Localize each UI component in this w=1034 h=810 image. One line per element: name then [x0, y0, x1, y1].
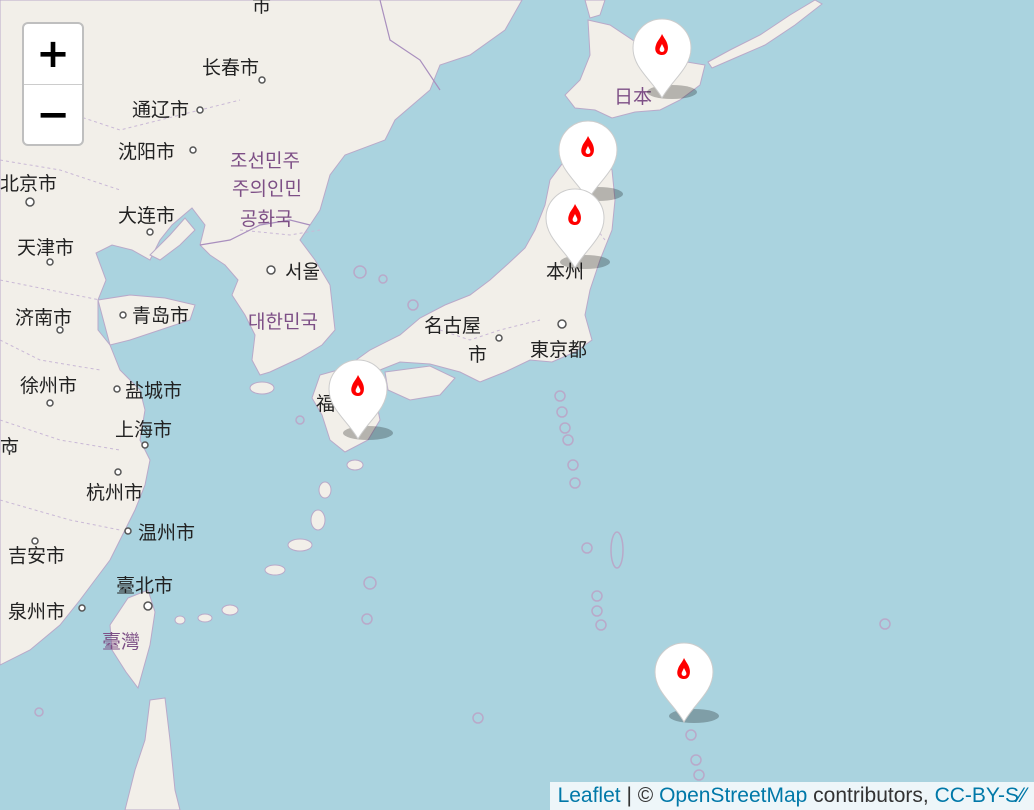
place-label: 济南市 [15, 307, 72, 329]
fire-icon [568, 204, 581, 225]
fire-icon-core [659, 44, 665, 52]
fire-icon-core [572, 214, 578, 222]
place-label: 杭州市 [86, 482, 143, 504]
place-label: 東京都 [530, 339, 587, 361]
place-label: 温州市 [138, 522, 195, 544]
country-label: 臺灣 [102, 631, 140, 653]
zoom-in-button[interactable]: + [36, 31, 70, 77]
osm-link[interactable]: OpenStreetMap [659, 784, 808, 807]
marker-pin [545, 188, 605, 270]
place-label: 沈阳市 [118, 141, 175, 163]
liaodong-peninsula [149, 217, 196, 261]
place-label: 大连市 [118, 205, 175, 227]
shikoku [384, 365, 456, 401]
place-labels: 市 长春市 通辽市 沈阳市 北京市 大连市 天津市 济南市 青岛市 徐州市 盐城… [0, 0, 652, 653]
fire-icon-core [681, 668, 687, 676]
country-borders [199, 0, 441, 246]
place-label: 北京市 [0, 173, 57, 195]
place-label: 市 [468, 344, 487, 366]
license-link[interactable]: CC-BY-S⁄⁄ [934, 784, 1026, 807]
country-label: 日本 [614, 86, 652, 108]
marker-4[interactable] [328, 359, 393, 441]
fire-icon [677, 658, 690, 679]
attribution-separator: | © [620, 784, 660, 807]
ryukyu-islands [174, 459, 364, 625]
sakhalin [584, 0, 606, 19]
fire-icon-core [355, 385, 361, 393]
marker-pin [654, 642, 714, 724]
place-label: 上海市 [115, 419, 172, 441]
marker-pin [558, 120, 618, 202]
place-label: 天津市 [17, 237, 74, 259]
marker-pin [632, 18, 692, 100]
attribution: Leaflet | © OpenStreetMap contributors, … [549, 782, 1034, 810]
jeju-island [249, 381, 275, 395]
country-label: 조선민주 [230, 150, 300, 172]
luzon [124, 697, 181, 810]
place-label: 名古屋 [424, 315, 481, 337]
place-label: 徐州市 [20, 375, 77, 397]
shandong-peninsula [97, 294, 196, 346]
fire-icon [581, 136, 594, 157]
zoom-out-button[interactable]: − [24, 84, 82, 144]
country-label: 주의인민 [232, 178, 302, 200]
taiwan [109, 589, 156, 690]
place-label: 서울 [285, 261, 320, 283]
place-label: 泉州市 [8, 601, 65, 623]
city-dots [6, 76, 567, 612]
attribution-contributors: contributors, [807, 784, 935, 807]
place-label: 市 [252, 0, 271, 17]
marker-pin [328, 359, 388, 441]
place-label: 青岛市 [132, 305, 189, 327]
zoom-control: + − [22, 22, 84, 146]
marker-1[interactable] [632, 18, 697, 100]
kuril-islands [707, 0, 823, 69]
leaflet-link[interactable]: Leaflet [557, 784, 621, 807]
marker-3[interactable] [545, 188, 610, 270]
markers [328, 18, 719, 724]
fire-icon-core [585, 146, 591, 154]
fire-icon [655, 34, 668, 55]
place-label: 盐城市 [125, 380, 182, 402]
place-label: 吉安市 [8, 545, 65, 567]
marker-5[interactable] [654, 642, 719, 724]
fire-icon [351, 375, 364, 396]
small-islands [34, 265, 891, 781]
place-label: 长春市 [202, 57, 259, 79]
place-label: 通辽市 [132, 99, 189, 121]
place-label: 臺北市 [116, 575, 173, 597]
country-label: 공화국 [240, 208, 292, 230]
country-label: 대한민국 [248, 311, 318, 333]
